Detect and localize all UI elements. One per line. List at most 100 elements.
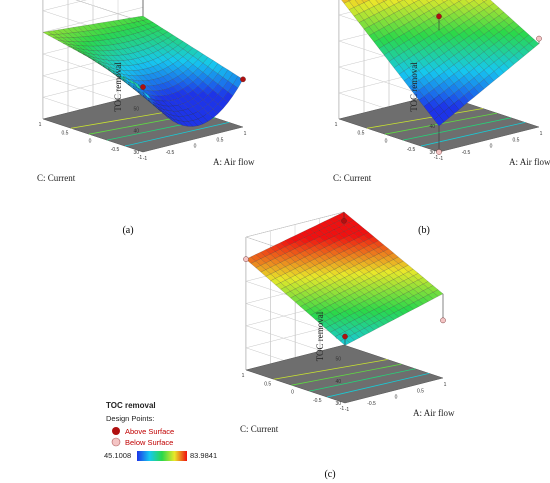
x-tick-label: 0 xyxy=(395,395,398,401)
surface-cell xyxy=(347,0,352,2)
surface-cell xyxy=(523,34,535,44)
surface-cell xyxy=(508,21,520,30)
surface-cell xyxy=(382,0,388,2)
x-axis-title: A: Air flow xyxy=(413,408,455,418)
legend-title: TOC removal xyxy=(106,401,156,410)
floor-contour xyxy=(273,359,388,380)
design-point-above xyxy=(140,84,146,90)
panel-label: (c) xyxy=(324,469,335,480)
surface-cell xyxy=(187,47,199,57)
x-tick-label: 0 xyxy=(490,144,493,150)
y-tick-label: 0 xyxy=(89,139,92,145)
z-tick-label: 40 xyxy=(429,124,435,130)
panel-label: (b) xyxy=(418,225,430,236)
surface-panel: 30405060708090-1-0.500.51-1-0.500.51TOC … xyxy=(240,211,455,480)
surface-cell xyxy=(147,22,159,28)
x-tick-label: -0.5 xyxy=(166,150,175,156)
x-tick-label: -0.5 xyxy=(367,401,376,407)
surface-cell xyxy=(503,16,515,26)
surface-cell xyxy=(378,244,389,252)
y-axis-title: C: Current xyxy=(240,424,279,434)
z-axis-title: TOC removal xyxy=(315,311,325,361)
y-tick-label: 1 xyxy=(39,122,42,128)
legend-below-marker xyxy=(111,437,121,447)
surface-cell xyxy=(481,0,488,3)
y-tick-label: -1 xyxy=(340,406,345,412)
surface-cell xyxy=(152,25,164,32)
legend-above-marker xyxy=(112,427,120,435)
y-tick-label: 0.5 xyxy=(264,381,271,387)
surface-cell xyxy=(432,289,444,297)
y-tick-label: -1 xyxy=(434,155,439,161)
surface-cell xyxy=(217,66,229,78)
surface-cell xyxy=(457,0,462,2)
legend: TOC removal Design Points: Above Surface… xyxy=(104,401,217,461)
floor-contour xyxy=(124,121,230,147)
y-tick-label: -1 xyxy=(138,155,143,161)
surface-cell xyxy=(383,248,394,256)
design-point-above xyxy=(342,333,348,340)
y-tick-label: 1 xyxy=(242,373,245,379)
design-point-below xyxy=(536,35,542,42)
x-tick-label: 0.5 xyxy=(217,137,224,143)
z-tick-label: 40 xyxy=(133,128,139,134)
surface-panel: 30405060708090-1-0.500.51-1-0.500.51TOC … xyxy=(37,0,255,236)
surface-cell xyxy=(358,228,370,236)
design-point-below xyxy=(243,256,249,262)
surface-cell xyxy=(368,236,379,244)
z-axis-title: TOC removal xyxy=(409,62,419,112)
design-point-below xyxy=(436,149,442,155)
x-axis-title: A: Air flow xyxy=(509,157,550,167)
z-tick-label: 50 xyxy=(335,357,341,363)
floor-contour xyxy=(327,372,430,398)
x-axis-title: A: Air flow xyxy=(213,157,255,167)
x-tick-label: -0.5 xyxy=(462,150,471,156)
y-tick-label: 0.5 xyxy=(358,130,365,136)
legend-below-label: Below Surface xyxy=(125,438,173,447)
surface-cell xyxy=(197,53,209,64)
z-tick-label: 30 xyxy=(133,150,139,156)
legend-min: 45.1008 xyxy=(104,451,131,460)
surface-cell xyxy=(528,39,540,49)
x-tick-label: -1 xyxy=(143,156,148,162)
surface-cell xyxy=(182,44,194,53)
panels: 30405060708090-1-0.500.51-1-0.500.51TOC … xyxy=(37,0,550,480)
y-tick-label: 0 xyxy=(291,390,294,396)
floor-contour xyxy=(366,108,484,129)
surface-cell xyxy=(142,19,154,25)
y-tick-label: -0.5 xyxy=(407,147,416,153)
surface-cell xyxy=(162,31,174,39)
z-tick-label: 30 xyxy=(429,150,435,156)
surface-cell xyxy=(207,60,219,71)
panel-label: (a) xyxy=(122,225,133,236)
floor-contour xyxy=(291,363,402,386)
legend-above-label: Above Surface xyxy=(125,427,174,436)
floor-contour xyxy=(420,121,526,147)
x-tick-label: 0.5 xyxy=(513,137,520,143)
surface-cell xyxy=(167,34,179,42)
design-point-below xyxy=(440,317,446,324)
z-gridline xyxy=(75,0,144,23)
x-tick-label: -1 xyxy=(345,407,350,413)
legend-max: 83.9841 xyxy=(190,451,217,460)
z-tick-label: 30 xyxy=(335,401,341,407)
surface-cell xyxy=(192,50,204,60)
surface-cell xyxy=(202,56,214,67)
y-axis-title: C: Current xyxy=(37,173,76,183)
x-tick-label: -1 xyxy=(439,156,444,162)
floor-contour xyxy=(309,368,416,392)
x-tick-label: 0 xyxy=(194,144,197,150)
y-tick-label: 1 xyxy=(335,122,338,128)
z-tick-label: 40 xyxy=(335,379,341,385)
x-tick-label: 1 xyxy=(540,131,543,137)
surface-cell xyxy=(513,25,525,35)
z-tick-label: 50 xyxy=(133,107,139,113)
y-tick-label: 0 xyxy=(385,139,388,145)
legend-color-ramp xyxy=(137,451,187,461)
surface-cell xyxy=(157,28,169,35)
surface-cell xyxy=(172,37,184,46)
surface-cell xyxy=(212,63,224,74)
floor-plane xyxy=(245,344,444,404)
legend-design-points: Design Points: xyxy=(106,414,154,423)
